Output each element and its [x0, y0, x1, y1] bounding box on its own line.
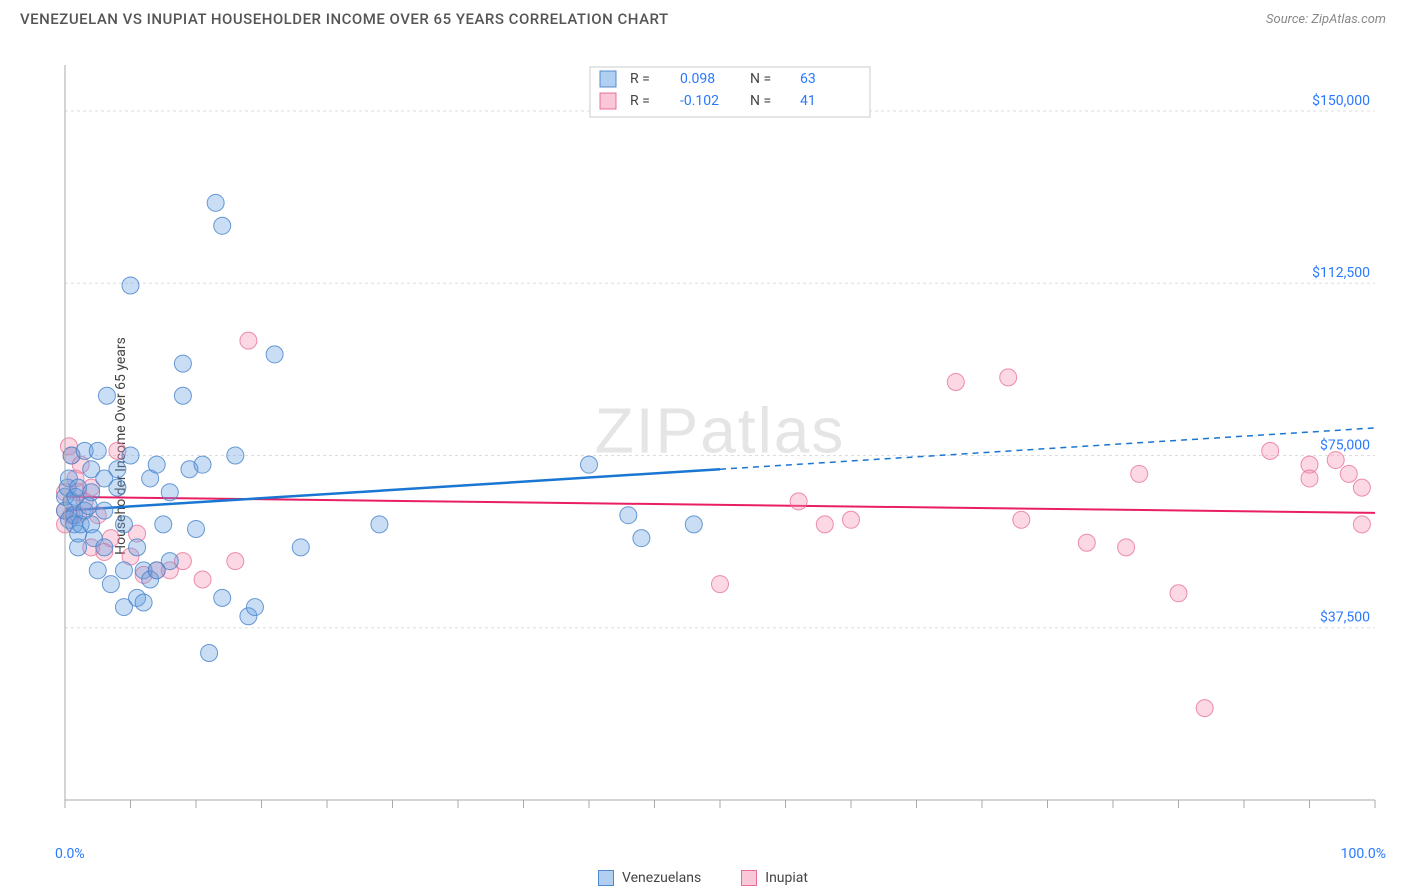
chart-source: Source: ZipAtlas.com	[1266, 12, 1386, 27]
svg-text:$112,500: $112,500	[1312, 264, 1370, 281]
svg-text:$150,000: $150,000	[1312, 92, 1370, 109]
svg-text:0.098: 0.098	[680, 71, 715, 87]
svg-text:$37,500: $37,500	[1320, 609, 1370, 626]
chart-area: $37,500 $75,000 $112,500 $150,000 ZIPatlas R …	[45, 55, 1386, 837]
legend-swatch-pink	[741, 870, 757, 886]
svg-text:R =: R =	[630, 93, 650, 109]
svg-text:N =: N =	[750, 71, 771, 87]
legend-label: Inupiat	[765, 870, 808, 886]
x-axis-min-label: 0.0%	[55, 846, 85, 862]
legend-item-venezuelans: Venezuelans	[598, 870, 701, 886]
chart-header: VENEZUELAN VS INUPIAT HOUSEHOLDER INCOME…	[0, 0, 1406, 28]
scatter-chart: $37,500 $75,000 $112,500 $150,000 ZIPatlas R …	[45, 55, 1386, 837]
x-axis-max-label: 100.0%	[1341, 846, 1386, 862]
svg-text:R =: R =	[630, 71, 650, 87]
legend-item-inupiat: Inupiat	[741, 870, 808, 886]
svg-text:-0.102: -0.102	[680, 93, 719, 109]
legend-swatch-blue	[598, 870, 614, 886]
legend-bottom: Venezuelans Inupiat	[0, 870, 1406, 886]
svg-text:$75,000: $75,000	[1320, 436, 1370, 453]
svg-text:ZIPatlas: ZIPatlas	[595, 395, 846, 467]
svg-text:41: 41	[800, 93, 816, 109]
svg-text:63: 63	[800, 71, 816, 87]
chart-title: VENEZUELAN VS INUPIAT HOUSEHOLDER INCOME…	[20, 10, 669, 28]
svg-text:N =: N =	[750, 93, 771, 109]
legend-label: Venezuelans	[622, 870, 701, 886]
